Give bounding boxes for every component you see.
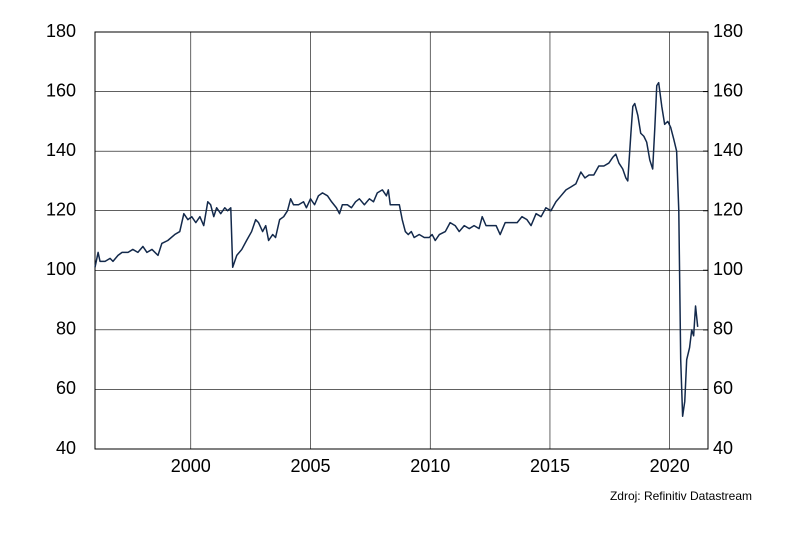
x-tick-label: 2015: [530, 456, 570, 476]
y-tick-label: 160: [46, 80, 76, 100]
y2-tick-label: 60: [713, 378, 733, 398]
y2-tick-label: 80: [713, 319, 733, 339]
y2-tick-label: 140: [713, 140, 743, 160]
x-tick-label: 2020: [650, 456, 690, 476]
plot-frame: [94, 31, 709, 450]
x-tick-label: 2000: [171, 456, 211, 476]
y-tick-label: 140: [46, 140, 76, 160]
x-tick-label: 2010: [410, 456, 450, 476]
data-line: [94, 81, 699, 417]
y-tick-label: 120: [46, 199, 76, 219]
y-tick-label: 60: [56, 378, 76, 398]
y2-tick-label: 160: [713, 80, 743, 100]
y2-tick-label: 40: [713, 438, 733, 458]
y2-tick-label: 120: [713, 199, 743, 219]
y2-tick-label: 180: [713, 21, 743, 41]
source-note: Zdroj: Refinitiv Datastream: [610, 489, 752, 503]
y-tick-label: 180: [46, 21, 76, 41]
y-tick-label: 40: [56, 438, 76, 458]
y2-tick-label: 100: [713, 259, 743, 279]
y-tick-label: 100: [46, 259, 76, 279]
y-tick-label: 80: [56, 319, 76, 339]
x-tick-label: 2005: [290, 456, 330, 476]
